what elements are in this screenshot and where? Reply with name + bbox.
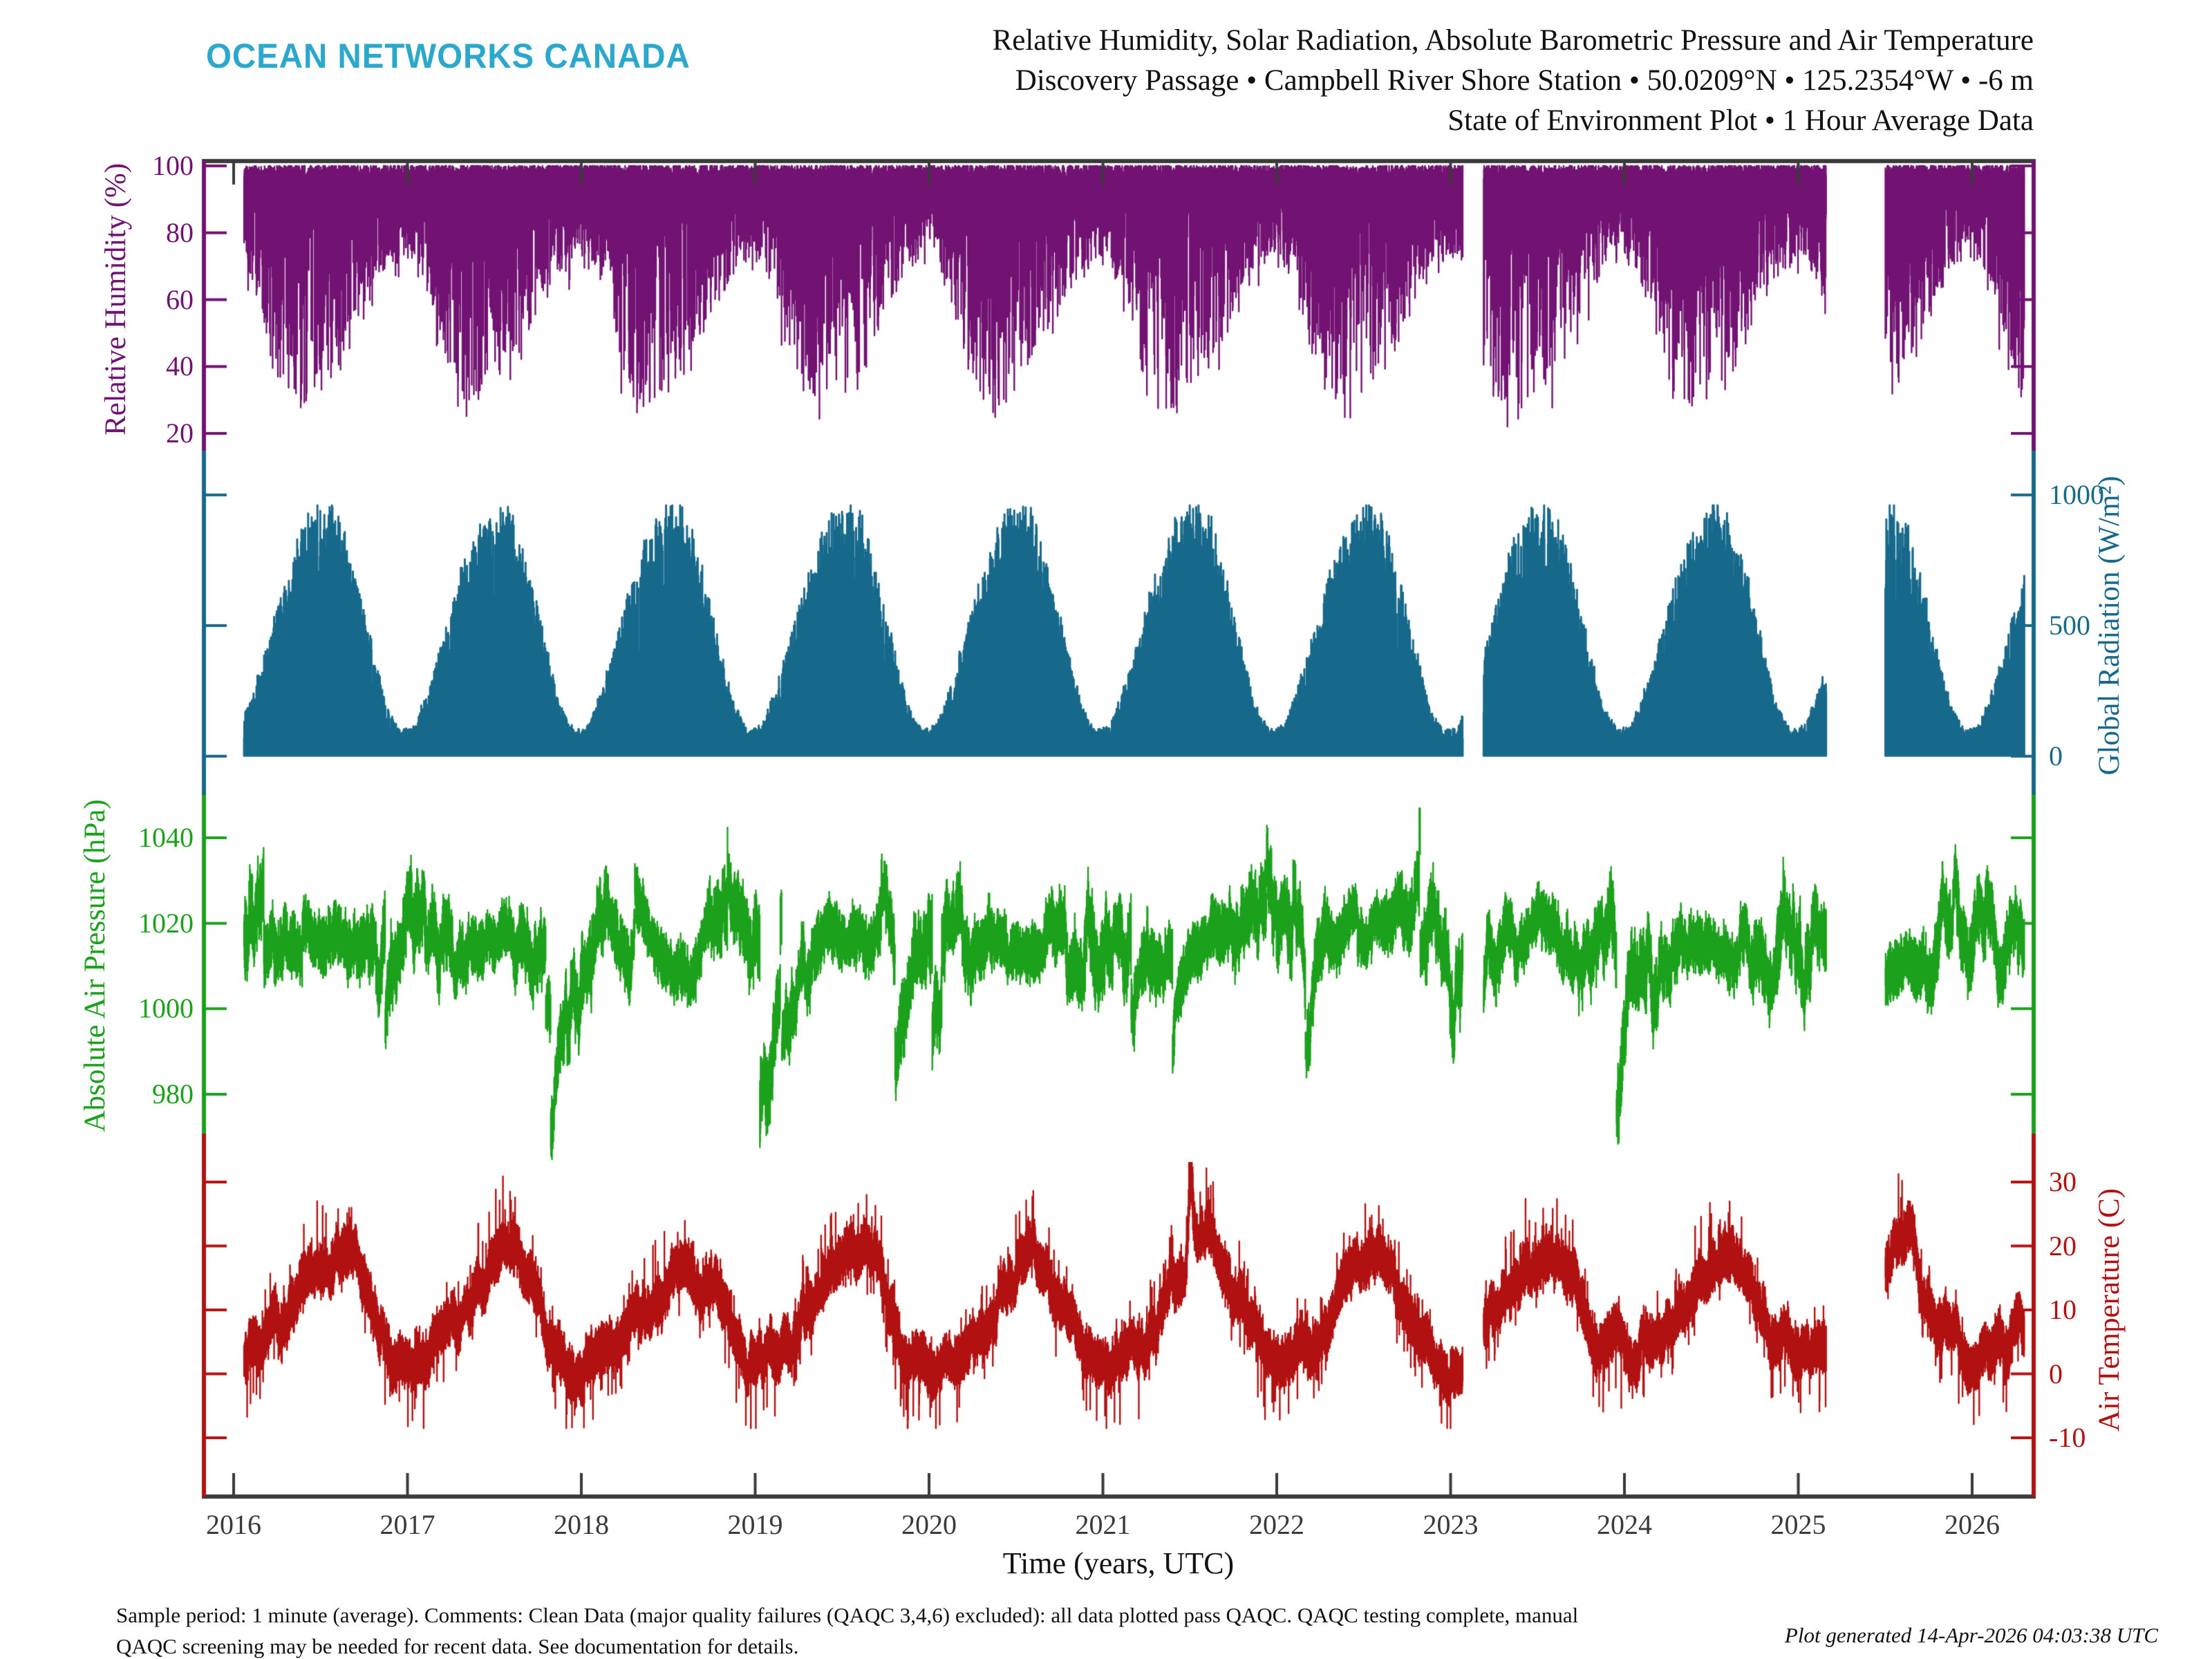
tick-label-humidity-100: 100 [152, 150, 194, 181]
x-axis-label: Time (years, UTC) [1002, 1546, 1235, 1580]
tick-label-year-2022: 2022 [1249, 1509, 1304, 1540]
tick-label-humidity-60: 60 [166, 283, 194, 315]
tick-label-year-2023: 2023 [1423, 1509, 1479, 1540]
tick-label-humidity-40: 40 [166, 350, 194, 382]
footer-line-2: QAQC screening may be needed for recent … [116, 1634, 799, 1658]
tick-label-year-2021: 2021 [1075, 1509, 1131, 1540]
footer-note: Sample period: 1 minute (average). Comme… [116, 1600, 1578, 1659]
tick-label-year-2017: 2017 [379, 1509, 435, 1540]
tick-label-temperature-0: 0 [2049, 1358, 2063, 1389]
tick-label-pressure-980: 980 [152, 1078, 194, 1109]
y-axis-label-humidity: Relative Humidity (%) [100, 162, 132, 436]
plot-generated-timestamp: Plot generated 14-Apr-2026 04:03:38 UTC [1784, 1623, 2158, 1647]
tick-label-humidity-20: 20 [166, 418, 194, 449]
title-line-1: Relative Humidity, Solar Radiation, Abso… [992, 24, 2034, 57]
title-line-3: State of Environment Plot • 1 Hour Avera… [1447, 104, 2034, 137]
tick-label-year-2025: 2025 [1770, 1509, 1826, 1540]
tick-label-pressure-1020: 1020 [138, 907, 194, 939]
tick-label-temperature-20: 20 [2049, 1230, 2077, 1262]
tick-label-pressure-1000: 1000 [138, 993, 194, 1024]
tick-label-temperature-10: 10 [2049, 1294, 2077, 1325]
tick-label-year-2020: 2020 [901, 1509, 957, 1540]
plot-title: Relative Humidity, Solar Radiation, Abso… [993, 21, 2034, 141]
tick-label-year-2019: 2019 [727, 1509, 783, 1540]
y-axis-label-temperature: Air Temperature (C) [2093, 1188, 2126, 1432]
tick-label-year-2026: 2026 [1944, 1509, 2000, 1540]
onc-logo: OCEAN NETWORKS CANADA [206, 37, 691, 75]
tick-label-year-2024: 2024 [1597, 1509, 1652, 1540]
tick-label-pressure-1040: 1040 [138, 822, 194, 853]
tick-label-radiation-0: 0 [2049, 740, 2063, 771]
tick-label-radiation-500: 500 [2049, 610, 2090, 641]
tick-label-temperature--10: -10 [2049, 1422, 2086, 1453]
tick-label-year-2016: 2016 [206, 1509, 261, 1540]
tick-label-year-2018: 2018 [554, 1509, 609, 1540]
tick-label-humidity-80: 80 [166, 216, 194, 248]
y-axis-label-pressure: Absolute Air Pressure (hPa) [79, 799, 111, 1132]
tick-label-temperature-30: 30 [2049, 1166, 2077, 1197]
tick-label-radiation-1000: 1000 [2049, 479, 2104, 510]
footer-line-1: Sample period: 1 minute (average). Comme… [116, 1603, 1579, 1627]
title-line-2: Discovery Passage • Campbell River Shore… [1015, 64, 2034, 97]
